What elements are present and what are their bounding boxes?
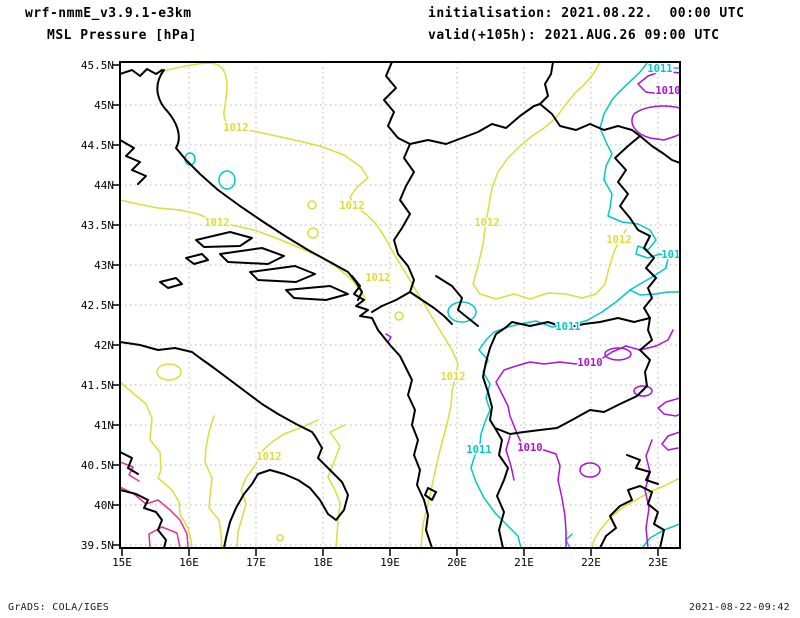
x-tick-label: 23E: [648, 556, 668, 569]
field-title: MSL Pressure [hPa]: [47, 28, 197, 43]
y-tick-label: 42.5N: [81, 299, 114, 312]
contour-label: 1012: [204, 217, 229, 229]
creation-timestamp: 2021-08-22-09:42: [688, 602, 790, 613]
x-tick-label: 21E: [514, 556, 534, 569]
contour-label: 1010: [517, 442, 542, 454]
coastlines-borders: [120, 62, 680, 548]
contour-label: 1011: [661, 249, 686, 261]
y-tick-label: 44N: [94, 179, 114, 192]
y-tick-label: 43.5N: [81, 219, 114, 232]
y-tick-label: 45.5N: [81, 59, 114, 72]
contour-label: 1011: [647, 63, 672, 75]
x-tick-label: 15E: [112, 556, 132, 569]
contour-1010: [385, 70, 680, 548]
contour-label: 1012: [223, 122, 248, 134]
latitude-axis-labels: 45.5N 45N 44.5N 44N 43.5N 43N 42.5N 42N 41.5N 41N…: [81, 59, 114, 552]
contour-label: 1012: [339, 200, 364, 212]
y-tick-label: 42N: [94, 339, 114, 352]
contour-labels: 1012 1012 1012 1012 1012 1012 1012 1012 1011 1011…: [203, 62, 686, 465]
axis-tick-marks: [112, 64, 659, 556]
contour-label: 1012: [606, 234, 631, 246]
contour-label: 1012: [365, 272, 390, 284]
valid-time-label: valid(+105h): 2021.AUG.26 09:00 UTC: [428, 28, 720, 43]
y-tick-label: 43N: [94, 259, 114, 272]
contour-label: 1012: [256, 451, 281, 463]
y-tick-label: 39.5N: [81, 539, 114, 552]
x-tick-label: 20E: [447, 556, 467, 569]
y-tick-label: 41.5N: [81, 379, 114, 392]
model-title: wrf-nmmE_v3.9.1-e3km: [25, 6, 192, 21]
y-tick-label: 40.5N: [81, 459, 114, 472]
x-tick-label: 18E: [313, 556, 333, 569]
contour-label: 1010: [655, 85, 680, 97]
x-tick-label: 22E: [581, 556, 601, 569]
init-time-label: initialisation: 2021.08.22. 00:00 UTC: [428, 6, 745, 21]
contour-pink: [120, 461, 189, 548]
x-tick-label: 17E: [246, 556, 266, 569]
contour-label: 1012: [474, 217, 499, 229]
longitude-axis-labels: 15E 16E 17E 18E 19E 20E 21E 22E 23E: [112, 556, 668, 569]
x-tick-label: 16E: [179, 556, 199, 569]
y-tick-label: 44.5N: [81, 139, 114, 152]
contour-label: 1010: [577, 357, 602, 369]
x-tick-label: 19E: [380, 556, 400, 569]
contour-label: 1011: [555, 321, 580, 333]
contour-1012: [120, 62, 680, 548]
map-frame: [119, 61, 681, 549]
contour-label: 1012: [440, 371, 465, 383]
y-tick-label: 45N: [94, 99, 114, 112]
y-tick-label: 40N: [94, 499, 114, 512]
grads-credit: GrADS: COLA/IGES: [8, 602, 110, 613]
contour-label: 1011: [466, 444, 491, 456]
y-tick-label: 41N: [94, 419, 114, 432]
